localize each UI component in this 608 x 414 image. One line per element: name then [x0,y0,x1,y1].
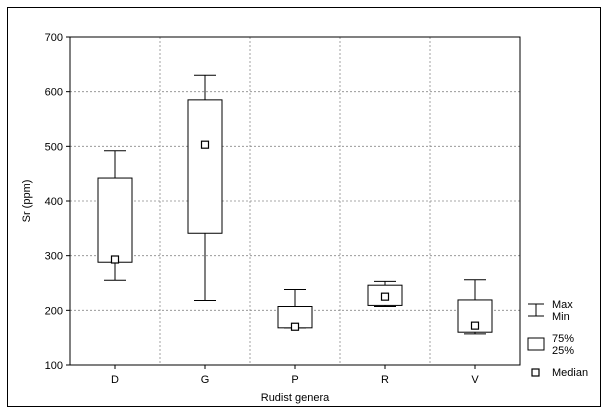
box-iqr [97,177,133,263]
box-P [277,289,313,331]
x-tick-label: V [471,374,479,386]
y-axis-ticks: 100 200 300 400 500 600 700 [45,32,70,372]
x-tick-label: P [291,374,298,386]
box-G [187,74,223,301]
median-marker [110,255,120,264]
box-D [97,150,133,281]
median-marker [470,321,480,330]
legend-label-min: Min [552,311,570,323]
figure-frame [7,7,601,407]
y-tick-label: 600 [45,87,63,99]
y-tick-label: 200 [45,305,63,317]
y-tick-label: 700 [45,32,63,44]
legend-label-percentile: 25% [552,345,574,357]
median-marker [290,322,300,331]
y-tick-label: 500 [45,141,63,153]
x-tick-label: R [381,374,389,386]
median-marker [380,292,390,301]
box-R [367,280,403,308]
y-axis-label: Sr (ppm) [21,180,33,223]
x-axis-label: Rudist genera [261,392,330,404]
legend-box-symbol [527,337,545,351]
y-tick-label: 400 [45,196,63,208]
x-tick-label: G [201,374,210,386]
median-marker [200,140,210,149]
box-V [457,279,493,335]
boxes-layer [97,74,493,335]
y-tick-label: 300 [45,251,63,263]
legend-median-symbol [531,368,540,377]
y-tick-label: 100 [45,360,63,372]
legend-label-median: Median [552,367,588,379]
box-iqr [187,99,223,234]
legend-label-percentile: 75% [552,333,574,345]
legend-label-max: Max [552,299,573,311]
x-tick-label: D [111,374,119,386]
